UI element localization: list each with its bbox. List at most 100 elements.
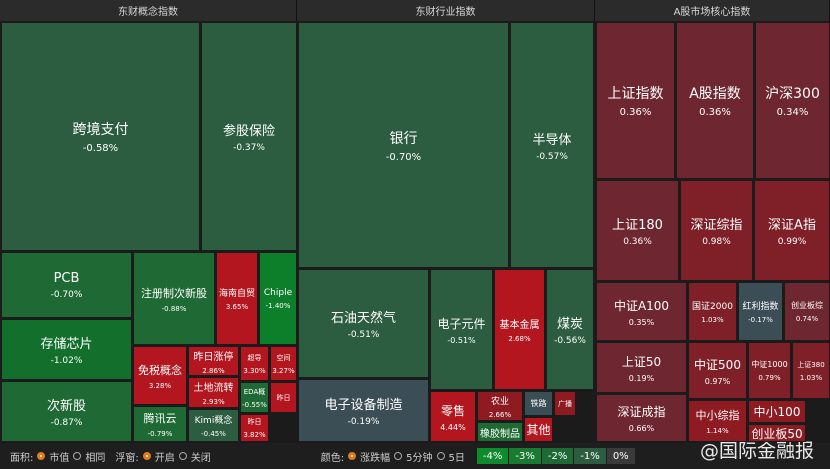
treemap-tile[interactable]: PCB -0.70% — [1, 252, 132, 318]
tile-change: -0.70% — [385, 151, 422, 163]
tile-change: -0.88% — [161, 304, 187, 313]
tile-change: -0.45% — [201, 430, 226, 438]
tile-change: -0.55% — [242, 400, 267, 409]
control-group: 颜色: 涨跌幅 5分钟 5日 — [321, 449, 465, 464]
legend-chip: -3% — [509, 448, 541, 464]
treemap-tile[interactable]: 基本金属 2.68% — [494, 269, 545, 390]
treemap-tile[interactable]: 深证综指 0.98% — [680, 180, 753, 281]
treemap-tile[interactable]: 橡胶制品 — [477, 422, 523, 442]
treemap-tile[interactable]: 次新股 -0.87% — [1, 381, 132, 442]
treemap-tile[interactable]: 创业板综 0.74% — [784, 282, 830, 341]
treemap-tile[interactable]: 空间 3.27% — [270, 346, 297, 381]
tile-name: 创业板50 — [751, 426, 803, 441]
radio-label[interactable]: 开启 — [154, 452, 175, 464]
tile-name: 深证成指 — [617, 405, 666, 419]
tile-name: 腾讯云 — [143, 412, 177, 425]
treemap-tile[interactable]: 土地流转 2.93% — [188, 377, 239, 408]
radio-label[interactable]: 涨跌幅 — [360, 452, 391, 464]
treemap-tile[interactable]: 免税概念 3.28% — [133, 346, 187, 405]
treemap-tile[interactable]: 红利指数 -0.17% — [738, 282, 783, 341]
treemap-tile[interactable]: 石油天然气 -0.51% — [298, 269, 429, 378]
treemap-tile[interactable]: 腾讯云 -0.79% — [133, 406, 187, 442]
treemap-tile[interactable]: 上证指数 0.36% — [596, 22, 675, 179]
treemap-tile[interactable]: 创业板50 — [748, 424, 806, 442]
treemap-tile[interactable]: 农业 2.66% — [477, 391, 523, 421]
tile-change: 0.97% — [704, 376, 731, 386]
treemap-tile[interactable]: 中证500 0.97% — [688, 342, 747, 399]
treemap-tile[interactable]: EDA概 -0.55% — [240, 382, 269, 413]
tile-name: Chiple — [263, 287, 293, 298]
radio-button[interactable] — [394, 452, 403, 460]
tile-name: 上证180 — [612, 218, 663, 233]
treemap-tile[interactable]: 注册制次新股 -0.88% — [133, 252, 215, 345]
treemap-tile[interactable]: 电子元件 -0.51% — [430, 269, 493, 390]
radio-button[interactable] — [436, 452, 445, 460]
tile-name: Kimi概念 — [194, 416, 233, 426]
tile-name: 深证综指 — [690, 218, 743, 233]
radio-label[interactable]: 市值 — [49, 452, 70, 464]
treemap-tile[interactable]: 其他 — [524, 417, 553, 442]
tile-change: 4.44% — [440, 422, 466, 432]
treemap-tile[interactable]: 跨境支付 -0.58% — [1, 22, 200, 251]
treemap-tile[interactable]: 昨日 3.82% — [240, 414, 269, 442]
radio-button[interactable] — [37, 452, 46, 460]
radio-button[interactable] — [142, 452, 151, 460]
tile-name: 银行 — [389, 130, 418, 147]
treemap-tile[interactable]: 中小100 — [748, 400, 806, 423]
tile-name: 农业 — [490, 396, 509, 407]
radio-button[interactable] — [178, 452, 187, 460]
radio-button[interactable] — [73, 452, 82, 460]
tile-name: 参股保险 — [222, 124, 275, 139]
treemap-tile[interactable]: 昨日涨停 2.86% — [188, 346, 239, 376]
treemap-tile[interactable]: 中小综指 1.14% — [688, 400, 747, 442]
tile-change: -0.17% — [748, 316, 773, 324]
treemap-tile[interactable]: 电子设备制造 -0.19% — [298, 379, 429, 442]
tile-change: 0.36% — [619, 107, 652, 118]
radio-label[interactable]: 5分钟 — [406, 452, 433, 464]
tile-name: A股指数 — [689, 86, 741, 102]
treemap-tile[interactable]: 半导体 -0.57% — [510, 22, 594, 268]
tile-name: 中证500 — [694, 357, 741, 372]
radio-button[interactable] — [348, 452, 357, 460]
treemap-tile[interactable]: 海南自贸 3.65% — [216, 252, 258, 345]
treemap-tile[interactable]: 煤炭 -0.56% — [546, 269, 594, 390]
treemap-tile[interactable]: Kimi概念 -0.45% — [188, 409, 239, 442]
treemap-tile[interactable]: 沪深300 0.34% — [755, 22, 830, 179]
treemap-tile[interactable]: Chiple -1.40% — [259, 252, 297, 345]
treemap-tile[interactable]: 中证1000 0.79% — [748, 342, 791, 399]
tile-name: 上证50 — [621, 354, 662, 369]
tile-name: 深证A指 — [768, 218, 816, 233]
radio-label[interactable]: 相同 — [85, 452, 106, 464]
tile-change: 3.30% — [243, 366, 266, 375]
treemap-tile[interactable]: 中证A100 0.35% — [596, 282, 687, 341]
tile-name: 铁路 — [530, 399, 547, 408]
treemap-tile[interactable]: 超导 3.30% — [240, 346, 269, 381]
tile-name: 免税概念 — [138, 363, 182, 377]
treemap-tile[interactable]: 零售 4.44% — [430, 391, 476, 442]
tile-name: 石油天然气 — [330, 311, 396, 326]
treemap-tile[interactable]: 银行 -0.70% — [298, 22, 509, 268]
treemap-tile[interactable]: 国证2000 1.03% — [688, 282, 737, 341]
tile-name: 橡胶制品 — [480, 428, 520, 440]
treemap-tile[interactable]: 昨日 — [270, 382, 297, 413]
treemap-tile[interactable]: 上证50 0.19% — [596, 342, 687, 393]
tile-change: 0.36% — [699, 107, 731, 118]
treemap-tile[interactable]: 铁路 — [524, 391, 553, 416]
tile-change: 0.66% — [628, 424, 655, 433]
treemap-tile[interactable]: A股指数 0.36% — [676, 22, 754, 179]
radio-label[interactable]: 5日 — [448, 452, 465, 464]
radio-label[interactable]: 关闭 — [190, 452, 211, 464]
treemap-tile[interactable]: 参股保险 -0.37% — [201, 22, 297, 251]
treemap-tile[interactable]: 上证380 1.03% — [792, 342, 830, 399]
treemap-tile[interactable]: 广播 — [554, 391, 576, 416]
legend-chip: -1% — [574, 448, 606, 464]
treemap-tile[interactable]: 存储芯片 -1.02% — [1, 319, 132, 380]
tile-change: 2.93% — [202, 398, 225, 406]
treemap-tile[interactable]: 上证180 0.36% — [596, 180, 679, 281]
treemap-tile[interactable]: 深证成指 0.66% — [596, 394, 687, 442]
tile-change: 2.68% — [508, 335, 531, 343]
tile-name: 昨日 — [276, 393, 291, 402]
tile-change: 1.03% — [701, 316, 724, 324]
treemap-tile[interactable]: 深证A指 0.99% — [754, 180, 830, 281]
